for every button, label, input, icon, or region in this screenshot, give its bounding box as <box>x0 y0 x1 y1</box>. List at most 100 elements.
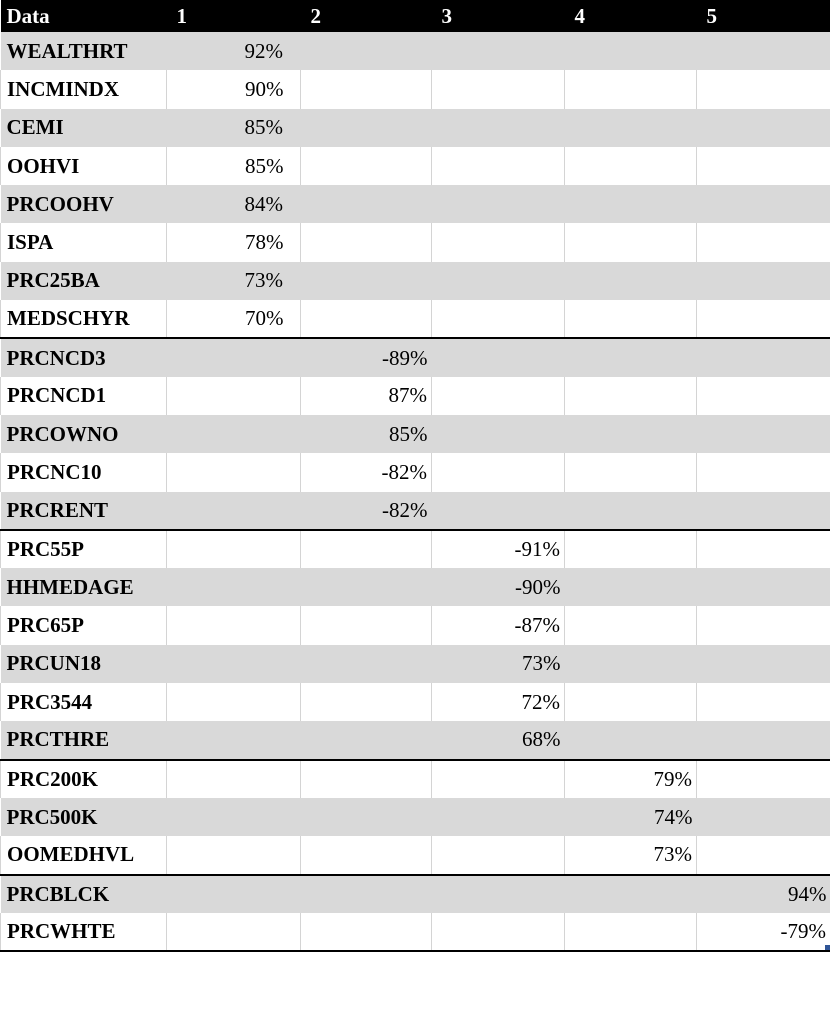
loading-value-cell[interactable]: 87% <box>300 376 432 415</box>
empty-cell[interactable] <box>696 300 830 339</box>
loading-value-cell[interactable]: 68% <box>522 727 561 752</box>
empty-cell[interactable] <box>431 836 565 875</box>
empty-cell[interactable] <box>301 721 432 759</box>
empty-cell[interactable] <box>166 912 301 953</box>
loading-value-cell[interactable]: 94% <box>696 873 830 913</box>
row-label-cell[interactable]: PRCNC10 <box>0 453 167 492</box>
empty-cell[interactable] <box>696 337 830 377</box>
empty-cell[interactable] <box>166 683 301 722</box>
row-label-cell[interactable]: PRCNCD3 <box>0 337 167 377</box>
empty-cell[interactable] <box>167 798 301 836</box>
empty-cell[interactable] <box>696 70 830 109</box>
row-label-cell[interactable]: CEMI <box>6 115 64 140</box>
loading-value-cell[interactable]: -87% <box>431 606 565 645</box>
empty-cell[interactable] <box>564 683 697 722</box>
fill-handle-icon[interactable] <box>825 945 830 950</box>
loading-value-cell[interactable]: 70% <box>166 300 301 339</box>
row-label-cell[interactable]: PRCUN18 <box>6 651 102 676</box>
empty-cell[interactable] <box>565 492 697 530</box>
row-label-cell[interactable]: PRC200K <box>0 758 167 798</box>
empty-cell[interactable] <box>300 836 432 875</box>
loading-value-cell[interactable]: 73% <box>244 268 284 293</box>
empty-cell[interactable] <box>564 376 697 415</box>
row-label-cell[interactable]: PRC25BA <box>6 268 100 293</box>
empty-cell[interactable] <box>565 262 697 300</box>
empty-cell[interactable] <box>696 836 830 875</box>
empty-cell[interactable] <box>166 453 301 492</box>
empty-cell[interactable] <box>565 415 697 453</box>
empty-cell[interactable] <box>431 453 565 492</box>
empty-cell[interactable] <box>301 185 432 223</box>
empty-cell[interactable] <box>432 492 565 530</box>
loading-value-cell[interactable]: 78% <box>166 223 301 262</box>
empty-cell[interactable] <box>564 70 697 109</box>
empty-cell[interactable] <box>564 528 697 569</box>
loading-value-cell[interactable]: -82% <box>382 497 428 522</box>
row-label-cell[interactable]: WEALTHRT <box>6 38 128 63</box>
empty-cell[interactable] <box>301 262 432 300</box>
empty-cell[interactable] <box>697 109 830 147</box>
empty-cell[interactable] <box>300 912 432 953</box>
empty-cell[interactable] <box>166 836 301 875</box>
empty-cell[interactable] <box>300 300 432 339</box>
empty-cell[interactable] <box>697 721 830 759</box>
empty-cell[interactable] <box>431 376 565 415</box>
empty-cell[interactable] <box>697 568 830 606</box>
row-label-cell[interactable]: OOHVI <box>0 146 167 186</box>
header-factor-3[interactable]: 3 <box>441 3 453 28</box>
empty-cell[interactable] <box>167 721 301 759</box>
loading-value-cell[interactable]: 92% <box>244 38 284 63</box>
empty-cell[interactable] <box>167 415 301 453</box>
empty-cell[interactable] <box>697 798 830 836</box>
empty-cell[interactable] <box>431 70 565 109</box>
loading-value-cell[interactable]: 85% <box>389 421 428 446</box>
loading-value-cell[interactable]: 85% <box>166 146 301 186</box>
empty-cell[interactable] <box>431 146 565 186</box>
empty-cell[interactable] <box>300 683 432 722</box>
header-factor-4[interactable]: 4 <box>574 3 586 28</box>
row-label-cell[interactable]: PRC55P <box>0 528 167 569</box>
empty-cell[interactable] <box>564 146 697 186</box>
empty-cell[interactable] <box>166 606 301 645</box>
empty-cell[interactable] <box>564 337 697 377</box>
empty-cell[interactable] <box>697 262 830 300</box>
empty-cell[interactable] <box>432 109 565 147</box>
empty-cell[interactable] <box>167 492 301 530</box>
empty-cell[interactable] <box>432 415 565 453</box>
loading-value-cell[interactable]: -91% <box>431 528 565 569</box>
header-factor-2[interactable]: 2 <box>310 3 322 28</box>
header-factor-5[interactable]: 5 <box>706 3 718 28</box>
empty-cell[interactable] <box>431 300 565 339</box>
empty-cell[interactable] <box>697 185 830 223</box>
loading-value-cell[interactable]: 73% <box>522 651 561 676</box>
row-label-cell[interactable]: HHMEDAGE <box>6 574 134 599</box>
loading-value-cell[interactable]: 73% <box>564 836 697 875</box>
empty-cell[interactable] <box>431 873 565 913</box>
header-factor-1[interactable]: 1 <box>176 3 188 28</box>
empty-cell[interactable] <box>432 185 565 223</box>
empty-cell[interactable] <box>166 337 301 377</box>
empty-cell[interactable] <box>696 453 830 492</box>
row-label-cell[interactable]: PRC500K <box>6 804 98 829</box>
empty-cell[interactable] <box>697 492 830 530</box>
row-label-cell[interactable]: PRC3544 <box>0 683 167 722</box>
loading-value-cell[interactable]: 90% <box>166 70 301 109</box>
empty-cell[interactable] <box>696 758 830 798</box>
empty-cell[interactable] <box>301 109 432 147</box>
row-label-cell[interactable]: OOMEDHVL <box>0 836 167 875</box>
loading-value-cell[interactable]: 79% <box>564 758 697 798</box>
empty-cell[interactable] <box>432 32 565 70</box>
row-label-cell[interactable]: PRCWHTE <box>0 912 167 953</box>
row-label-cell[interactable]: PRCTHRE <box>6 727 110 752</box>
empty-cell[interactable] <box>301 798 432 836</box>
empty-cell[interactable] <box>432 798 565 836</box>
loading-value-cell[interactable]: -79% <box>696 912 830 953</box>
empty-cell[interactable] <box>300 146 432 186</box>
empty-cell[interactable] <box>564 223 697 262</box>
row-label-cell[interactable]: MEDSCHYR <box>0 300 167 339</box>
empty-cell[interactable] <box>301 568 432 606</box>
empty-cell[interactable] <box>300 528 432 569</box>
empty-cell[interactable] <box>565 568 697 606</box>
empty-cell[interactable] <box>167 645 301 683</box>
empty-cell[interactable] <box>565 109 697 147</box>
